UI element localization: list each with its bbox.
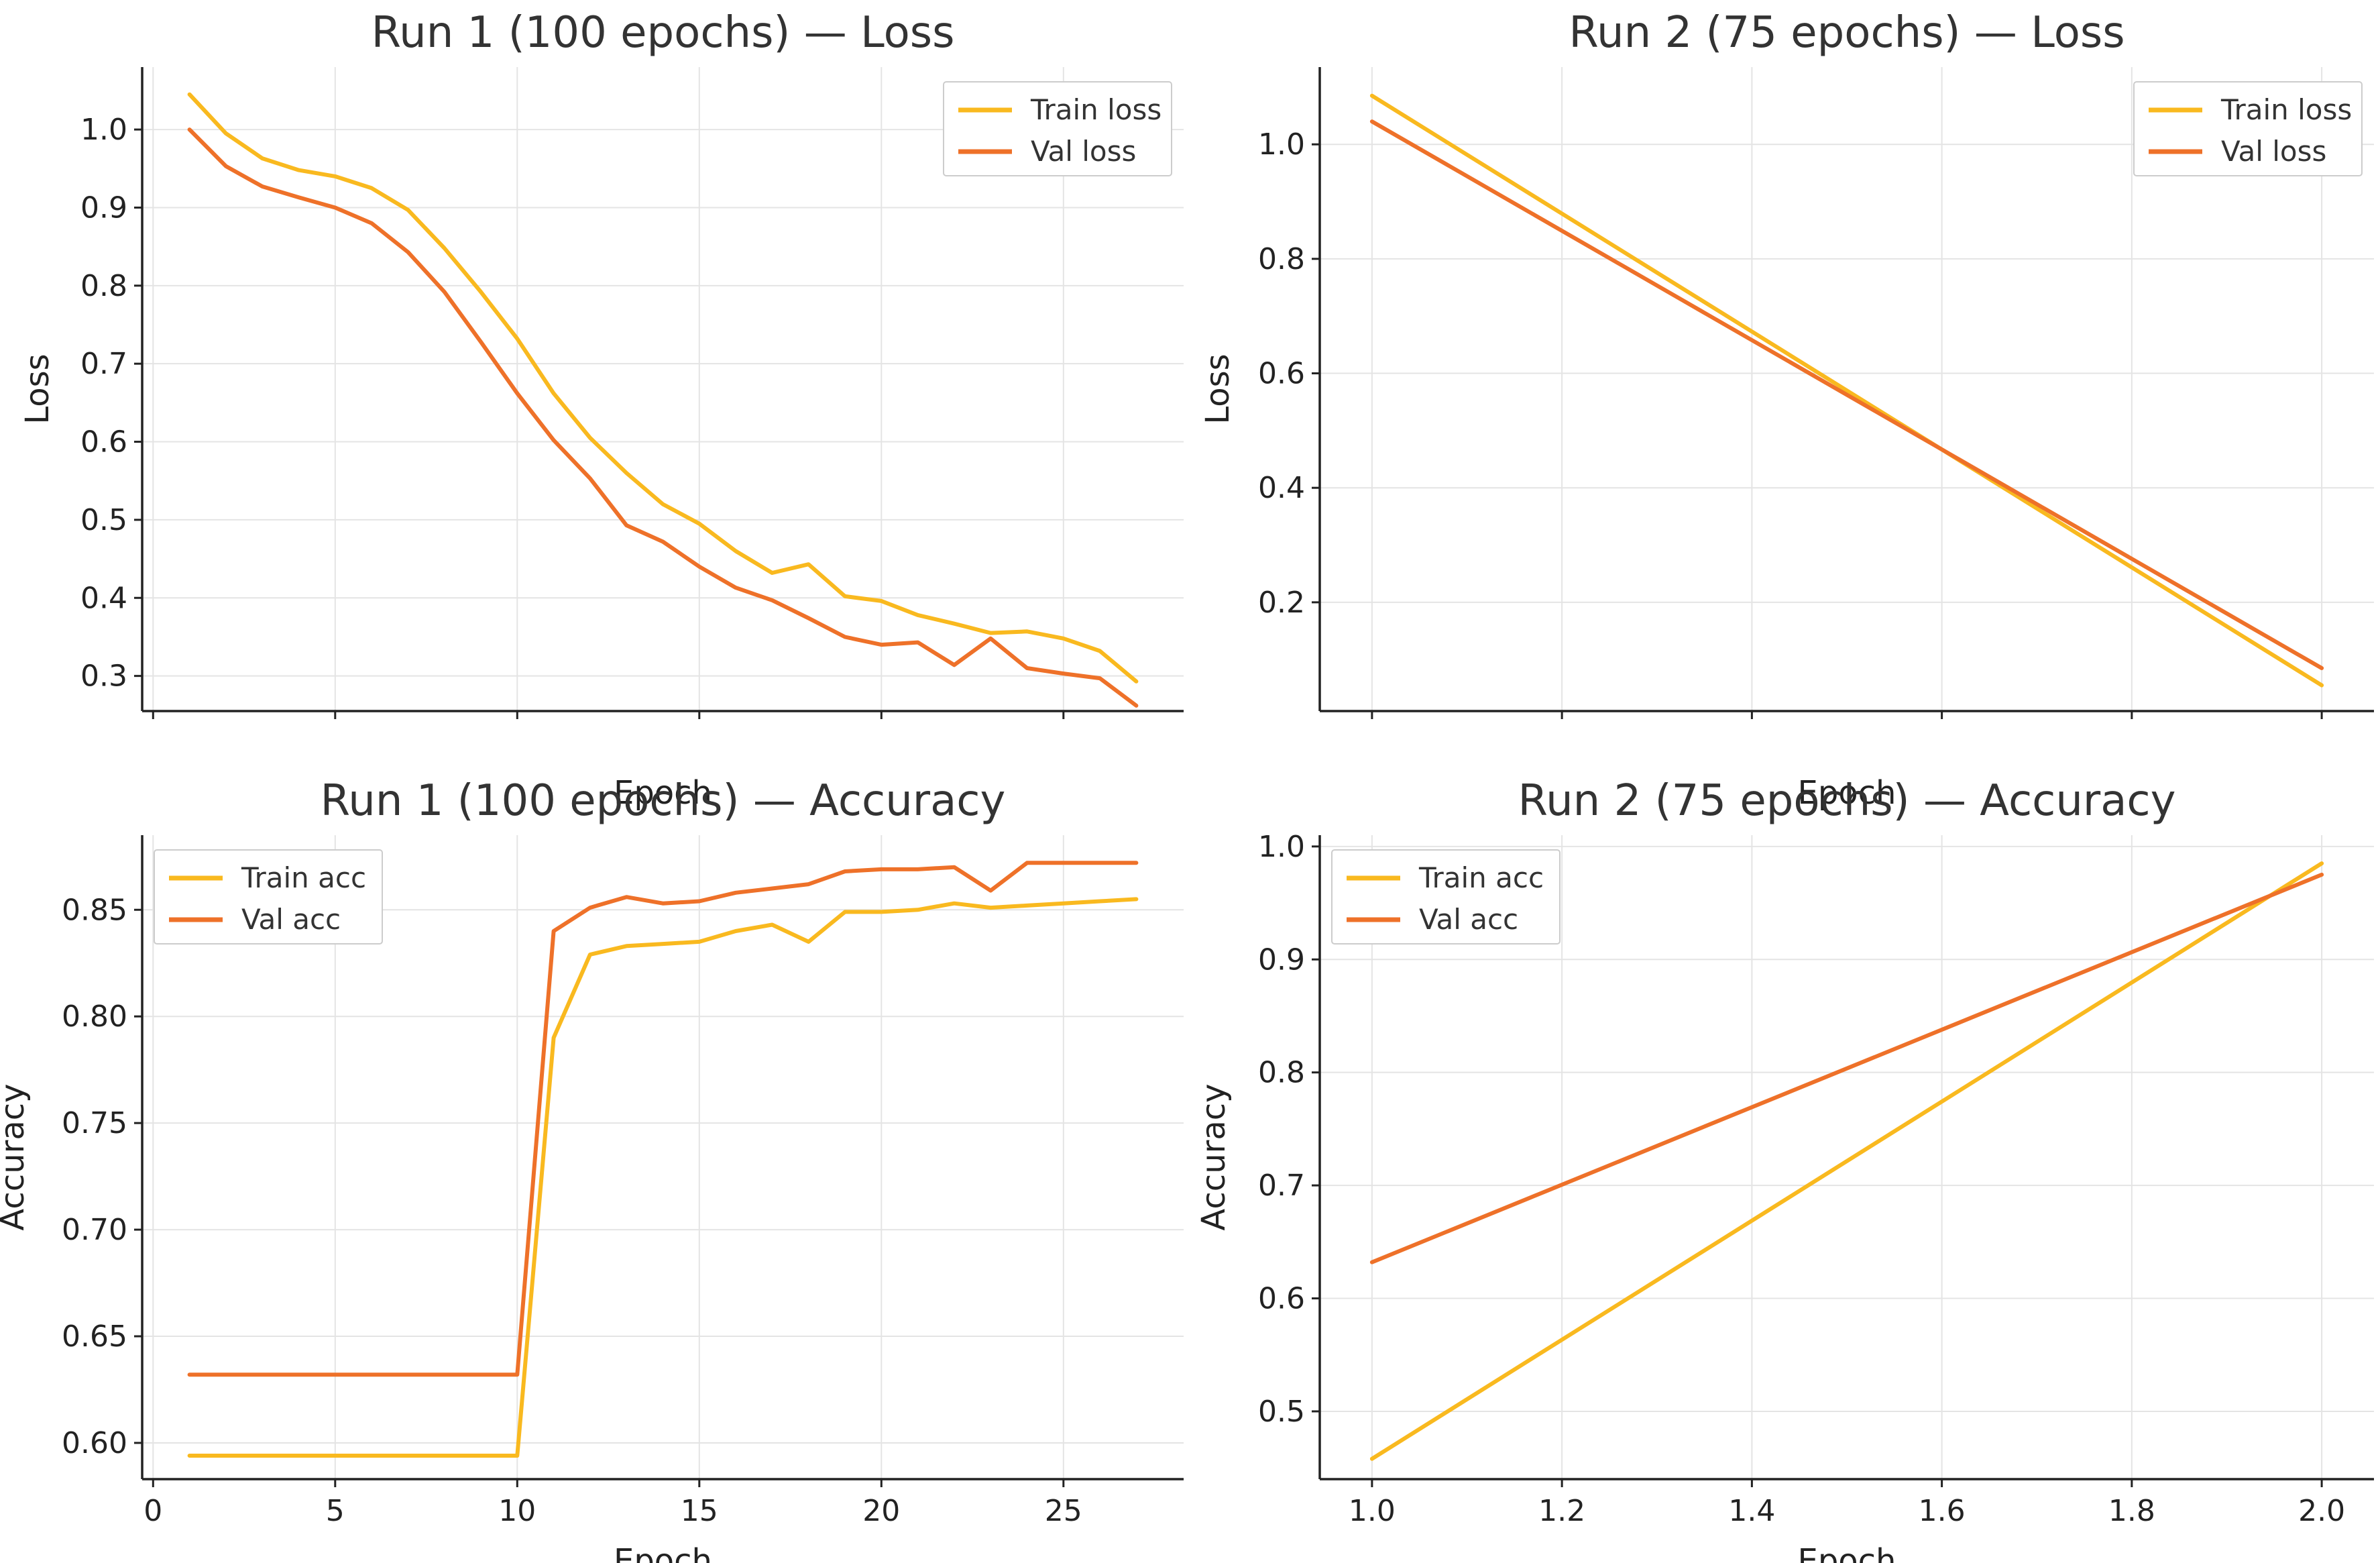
x-tick-label: 1.0 (1349, 1494, 1396, 1528)
chart-title: Run 2 (75 epochs) — Accuracy (1518, 776, 2176, 826)
y-tick-label: 1.0 (1258, 830, 1305, 864)
chart-title: Run 1 (100 epochs) — Accuracy (321, 776, 1006, 826)
x-axis-label: Epoch (614, 1542, 712, 1563)
x-tick-label: 25 (1045, 1494, 1082, 1528)
run2-accuracy-panel: 1.0 1.2 1.4 1.6 1.8 2.0 0.5 0.6 0.7 0.8 0.9 1.0 Run … (1195, 776, 2374, 1563)
series-line-val-loss (187, 127, 1139, 708)
y-tick-label: 1.0 (80, 113, 127, 147)
y-tick-label: 0.60 (62, 1426, 127, 1460)
x-tick-label: 15 (681, 1494, 718, 1528)
x-tick-label: 1.6 (1919, 1494, 1966, 1528)
y-tick-label: 0.65 (62, 1319, 127, 1354)
series-line-val-acc (187, 861, 1139, 1377)
series-line-val-loss (1369, 119, 2324, 670)
run1-accuracy-panel: 0 5 10 15 20 25 0.60 0.65 0.70 0.75 0.80 0.85 Run 1 … (0, 776, 1184, 1563)
legend-label: Val loss (1031, 135, 1136, 168)
y-tick-label: 0.3 (80, 659, 127, 694)
run2-loss-panel: 0.2 0.4 0.6 0.8 1.0 Run 2 (75 epochs) — Loss E… (1199, 8, 2374, 812)
y-axis-label: Loss (1199, 354, 1237, 424)
series-line-train-loss (187, 92, 1139, 684)
y-tick-label: 0.8 (1258, 242, 1305, 276)
y-tick-label: 1.0 (1258, 127, 1305, 162)
y-tick-label: 0.85 (62, 893, 127, 927)
x-axis-label: Epoch (1798, 774, 1896, 812)
legend-label: Train acc (1418, 861, 1544, 894)
y-tick-label: 0.5 (1258, 1395, 1305, 1429)
legend: Train loss Val loss (2133, 81, 2363, 176)
y-tick-label: 0.8 (80, 269, 127, 303)
y-tick-label: 0.7 (1258, 1169, 1305, 1203)
y-tick-label: 0.2 (1258, 586, 1305, 620)
x-tick-label: 1.4 (1728, 1494, 1775, 1528)
y-tick-label: 0.70 (62, 1213, 127, 1247)
legend-label: Train loss (2220, 93, 2352, 126)
series-line-train-acc (1369, 861, 2324, 1461)
y-tick-label: 0.80 (62, 1000, 127, 1034)
chart-title: Run 1 (100 epochs) — Loss (372, 8, 955, 58)
y-tick-label: 0.75 (62, 1106, 127, 1140)
x-tick-label: 1.8 (2108, 1494, 2155, 1528)
legend: Train acc Val acc (154, 849, 383, 945)
y-tick-label: 0.8 (1258, 1056, 1305, 1090)
series-line-train-loss (1369, 93, 2324, 688)
y-tick-label: 0.7 (80, 347, 127, 381)
run1-loss-panel: 0.3 0.4 0.5 0.6 0.7 0.8 0.9 1.0 Run 1 (100 epoch… (19, 8, 1184, 812)
y-tick-label: 0.4 (80, 581, 127, 615)
y-tick-label: 0.9 (1258, 942, 1305, 977)
y-tick-label: 0.6 (80, 425, 127, 460)
y-tick-label: 0.4 (1258, 471, 1305, 505)
legend-label: Val acc (241, 903, 341, 936)
x-tick-label: 10 (498, 1494, 536, 1528)
legend-label: Train acc (241, 861, 366, 894)
y-tick-label: 0.9 (80, 191, 127, 225)
y-axis-label: Loss (19, 354, 56, 424)
series-line-val-acc (1369, 872, 2324, 1264)
x-tick-label: 2.0 (2298, 1494, 2345, 1528)
y-tick-label: 0.6 (1258, 1282, 1305, 1316)
legend-label: Val acc (1419, 903, 1518, 936)
y-tick-label: 0.5 (80, 503, 127, 537)
series-line-train-acc (187, 897, 1139, 1458)
x-axis-label: Epoch (614, 774, 712, 812)
y-axis-label: Accuracy (1195, 1083, 1233, 1230)
x-tick-label: 5 (326, 1494, 345, 1528)
y-axis-label: Accuracy (0, 1083, 32, 1230)
x-tick-label: 20 (862, 1494, 900, 1528)
legend-label: Val loss (2221, 135, 2326, 168)
legend-label: Train loss (1030, 93, 1161, 126)
x-tick-label: 0 (144, 1494, 162, 1528)
x-axis-label: Epoch (1798, 1542, 1896, 1563)
legend: Train acc Val acc (1331, 849, 1561, 945)
chart-title: Run 2 (75 epochs) — Loss (1569, 8, 2124, 58)
y-tick-label: 0.6 (1258, 357, 1305, 391)
x-tick-label: 1.2 (1538, 1494, 1585, 1528)
legend: Train loss Val loss (943, 81, 1172, 176)
